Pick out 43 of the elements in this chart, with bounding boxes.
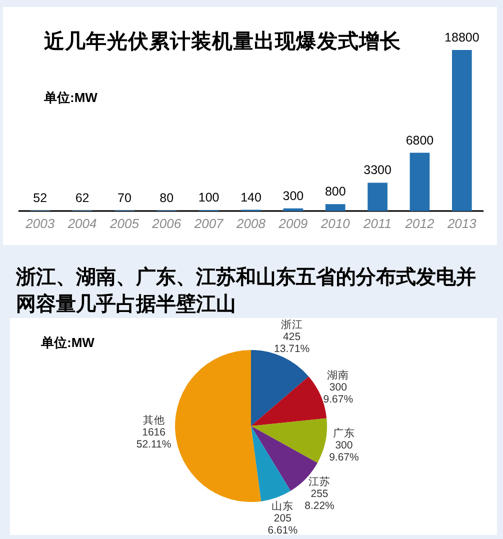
x-tick-label: 2010 xyxy=(320,216,351,231)
data-label: 800 xyxy=(324,184,346,199)
chart-title: 浙江、湖南、广东、江苏和山东五省的分布式发电并网容量几乎占据半壁江山 xyxy=(15,266,476,316)
data-label: 62 xyxy=(75,190,90,205)
data-label: 300 9.67% xyxy=(329,440,359,464)
slice-label: 江苏 xyxy=(308,474,330,488)
data-label: 1616 52.11% xyxy=(136,426,172,450)
data-label: 6800 xyxy=(406,133,434,148)
bar xyxy=(325,204,346,211)
x-tick-label: 2006 xyxy=(151,216,182,231)
x-tick-label: 2004 xyxy=(66,216,97,231)
x-tick-label: 2009 xyxy=(278,216,308,231)
x-tick-label: 2013 xyxy=(446,216,478,231)
data-label: 3300 xyxy=(364,163,392,178)
data-label: 300 9.67% xyxy=(323,381,354,406)
annotation: 单位:MW xyxy=(43,90,98,105)
x-tick-label: 2008 xyxy=(236,216,266,231)
bar xyxy=(410,152,430,211)
data-label: 70 xyxy=(118,190,132,205)
data-label: 100 xyxy=(198,190,220,205)
slice-label: 湖南 xyxy=(327,368,350,382)
x-tick-label: 2011 xyxy=(362,216,392,231)
x-tick-label: 2005 xyxy=(108,216,140,231)
data-label: 425 13.71% xyxy=(274,330,310,355)
bar xyxy=(452,50,472,211)
bar xyxy=(283,208,304,211)
x-tick-label: 2012 xyxy=(404,216,435,231)
text: 单位:MW xyxy=(40,335,96,350)
data-label: 80 xyxy=(160,190,174,205)
bar xyxy=(368,182,388,211)
slice-label: 其他 xyxy=(142,414,165,426)
x-tick-label: 2003 xyxy=(24,216,56,231)
slice-label: 广东 xyxy=(332,426,355,440)
data-label: 205 6.61% xyxy=(268,512,298,536)
data-label: 18800 xyxy=(444,30,480,44)
slice-label: 山东 xyxy=(272,499,294,512)
data-label: 140 xyxy=(240,190,262,204)
data-label: 52 xyxy=(33,191,48,206)
x-tick-label: 2007 xyxy=(193,216,224,231)
data-label: 255 8.22% xyxy=(304,488,334,512)
chart-title: 近几年光伏累计装机量出现爆发式增长 xyxy=(44,30,402,53)
slice-label: 浙江 xyxy=(280,318,303,331)
data-label: 300 xyxy=(282,188,304,203)
